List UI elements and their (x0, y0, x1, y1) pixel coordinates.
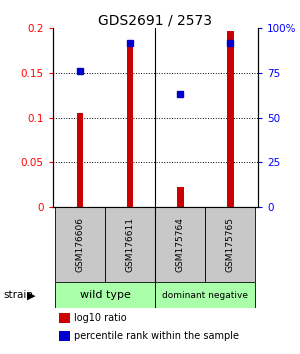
Text: GSM176606: GSM176606 (76, 217, 85, 272)
Text: GSM176611: GSM176611 (126, 217, 135, 272)
Title: GDS2691 / 2573: GDS2691 / 2573 (98, 13, 212, 27)
Text: GSM175765: GSM175765 (226, 217, 235, 272)
Bar (105, 207, 155, 282)
Bar (59, 313, 70, 323)
Text: dominant negative: dominant negative (162, 291, 248, 300)
Text: ▶: ▶ (27, 290, 35, 300)
Bar (77, 113, 83, 207)
Text: GSM175764: GSM175764 (176, 217, 185, 272)
Text: log10 ratio: log10 ratio (74, 313, 127, 323)
Bar (155, 207, 206, 282)
Bar (59, 331, 70, 341)
Bar (177, 187, 184, 207)
Text: strain: strain (3, 290, 33, 300)
Bar (55, 207, 105, 282)
Bar (55, 282, 155, 308)
Text: percentile rank within the sample: percentile rank within the sample (74, 331, 239, 341)
Bar (206, 207, 256, 282)
Bar (127, 44, 134, 207)
Text: wild type: wild type (80, 290, 130, 300)
Bar (227, 31, 234, 207)
Bar (155, 282, 256, 308)
